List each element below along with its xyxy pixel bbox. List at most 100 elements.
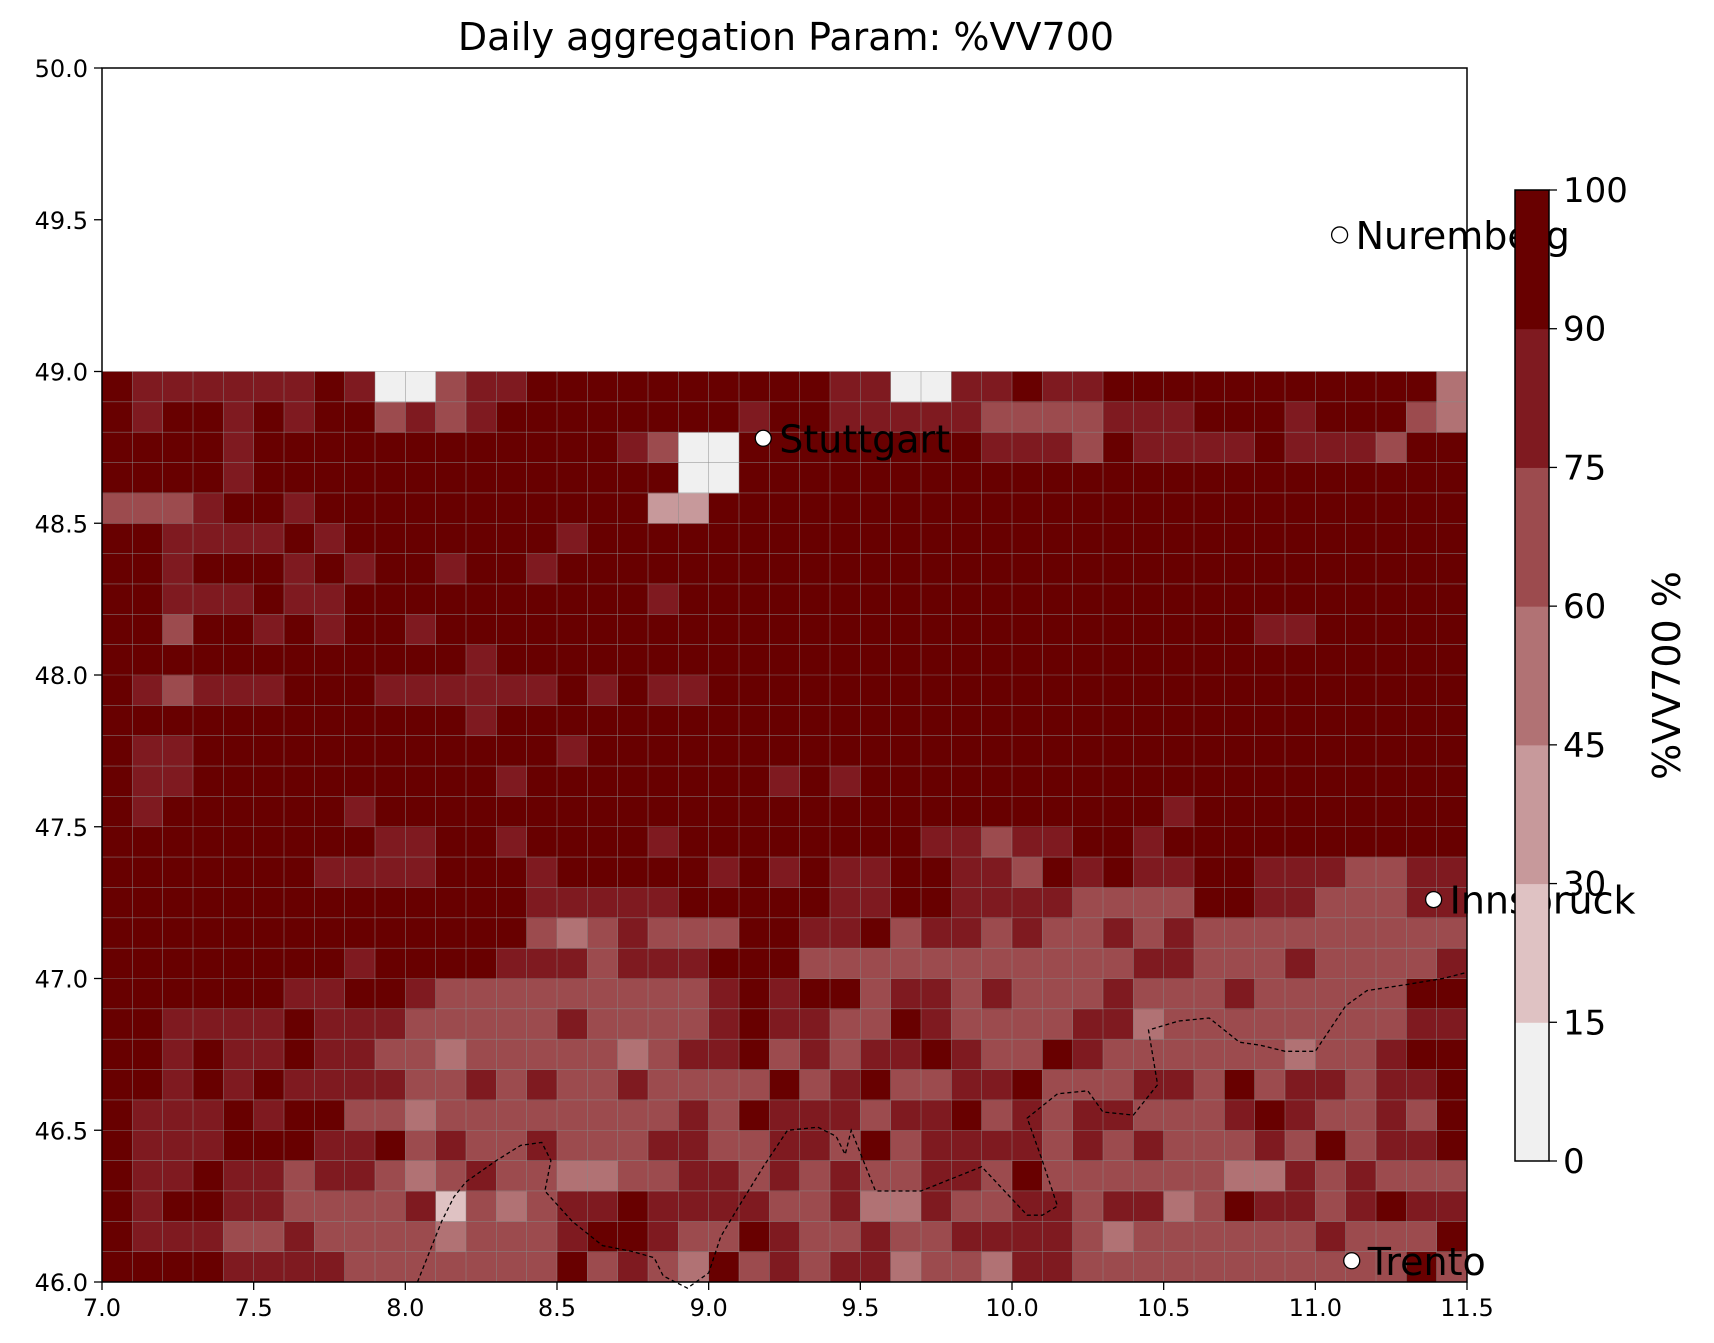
- heatmap-cell: [193, 432, 224, 463]
- heatmap-cell: [648, 857, 679, 888]
- heatmap-cell: [1072, 401, 1104, 433]
- heatmap-cell: [162, 1130, 194, 1161]
- heatmap-cell: [890, 766, 922, 797]
- heatmap-cell: [162, 735, 194, 767]
- heatmap-cell: [860, 1069, 892, 1101]
- heatmap-cell: [1254, 1251, 1286, 1283]
- heatmap-cell: [799, 735, 831, 767]
- heatmap-cell: [1072, 614, 1104, 646]
- heatmap-cell: [405, 583, 437, 615]
- heatmap-cell: [587, 1039, 619, 1070]
- heatmap-cell: [344, 857, 376, 888]
- heatmap-cell: [921, 978, 952, 1010]
- heatmap-cell: [678, 1190, 710, 1222]
- heatmap-cell: [921, 1069, 952, 1101]
- heatmap-cell: [466, 371, 497, 403]
- heatmap-cell: [1042, 644, 1074, 676]
- y-tick-label: 46.5: [35, 1117, 88, 1145]
- heatmap-cell: [587, 675, 619, 706]
- heatmap-cell: [678, 523, 710, 554]
- heatmap-cell: [648, 614, 679, 646]
- heatmap-cell: [314, 1039, 346, 1070]
- heatmap-cell: [648, 705, 679, 737]
- heatmap-cell: [587, 766, 619, 797]
- heatmap-cell: [223, 978, 255, 1010]
- heatmap-cell: [678, 917, 710, 949]
- heatmap-cell: [708, 887, 740, 919]
- heatmap-cell: [253, 401, 285, 433]
- heatmap-cell: [890, 523, 922, 554]
- heatmap-cell: [981, 735, 1013, 767]
- heatmap-cell: [830, 1008, 861, 1040]
- heatmap-cell: [223, 796, 255, 828]
- heatmap-cell: [708, 857, 740, 888]
- heatmap-cell: [526, 583, 558, 615]
- heatmap-cell: [344, 401, 376, 433]
- heatmap-cell: [1254, 1069, 1286, 1101]
- heatmap-cell: [708, 1190, 740, 1222]
- heatmap-cell: [223, 1160, 255, 1192]
- heatmap-cell: [648, 766, 679, 797]
- heatmap-cell: [1224, 705, 1256, 737]
- heatmap-cell: [344, 432, 376, 463]
- heatmap-cell: [1285, 462, 1316, 494]
- heatmap-cell: [1376, 1160, 1407, 1192]
- heatmap-cell: [1163, 978, 1195, 1010]
- heatmap-cell: [678, 1069, 710, 1101]
- heatmap-cell: [860, 1008, 892, 1040]
- heatmap-cell: [678, 766, 710, 797]
- heatmap-cell: [284, 1130, 315, 1161]
- heatmap-cell: [1072, 1099, 1104, 1131]
- heatmap-cell: [1406, 401, 1438, 433]
- heatmap-cell: [223, 1008, 255, 1040]
- heatmap-cell: [435, 1160, 467, 1192]
- heatmap-cell: [981, 705, 1013, 737]
- heatmap-cell: [678, 796, 710, 828]
- heatmap-cell: [1315, 583, 1347, 615]
- heatmap-cell: [223, 705, 255, 737]
- heatmap-cell: [314, 371, 346, 403]
- heatmap-cell: [162, 1039, 194, 1070]
- heatmap-cell: [890, 553, 922, 585]
- heatmap-cell: [314, 857, 346, 888]
- heatmap-cell: [1163, 1190, 1195, 1222]
- heatmap-cell: [1072, 857, 1104, 888]
- heatmap-cell: [284, 887, 315, 919]
- heatmap-cell: [1224, 887, 1256, 919]
- heatmap-cell: [830, 917, 861, 949]
- heatmap-cell: [769, 1160, 801, 1192]
- heatmap-cell: [1012, 432, 1043, 463]
- heatmap-cell: [769, 796, 801, 828]
- heatmap-cell: [1315, 917, 1347, 949]
- heatmap-cell: [890, 614, 922, 646]
- heatmap-cell: [587, 614, 619, 646]
- heatmap-cell: [466, 1039, 497, 1070]
- heatmap-cell: [162, 614, 194, 646]
- heatmap-cell: [708, 1221, 740, 1253]
- heatmap-cell: [1436, 735, 1468, 767]
- heatmap-cell: [830, 1190, 861, 1222]
- heatmap-cell: [466, 401, 497, 433]
- heatmap-cell: [708, 978, 740, 1010]
- heatmap-cell: [375, 1190, 406, 1222]
- heatmap-cell: [921, 766, 952, 797]
- heatmap-cell: [223, 462, 255, 494]
- heatmap-cell: [1376, 462, 1407, 494]
- heatmap-cell: [1163, 735, 1195, 767]
- heatmap-cell: [132, 1069, 164, 1101]
- heatmap-cell: [1224, 462, 1256, 494]
- heatmap-cell: [1285, 675, 1316, 706]
- heatmap-cell: [1042, 675, 1074, 706]
- heatmap-cell: [1376, 401, 1407, 433]
- heatmap-cell: [1254, 948, 1286, 979]
- heatmap-cell: [132, 523, 164, 554]
- heatmap-cell: [435, 401, 467, 433]
- heatmap-cell: [1315, 1069, 1347, 1101]
- heatmap-cell: [739, 1190, 770, 1222]
- heatmap-cell: [769, 1039, 801, 1070]
- heatmap-cell: [799, 492, 831, 524]
- heatmap-cell: [1072, 371, 1104, 403]
- heatmap-cell: [1406, 705, 1438, 737]
- heatmap-cell: [1406, 1099, 1438, 1131]
- heatmap-cell: [890, 857, 922, 888]
